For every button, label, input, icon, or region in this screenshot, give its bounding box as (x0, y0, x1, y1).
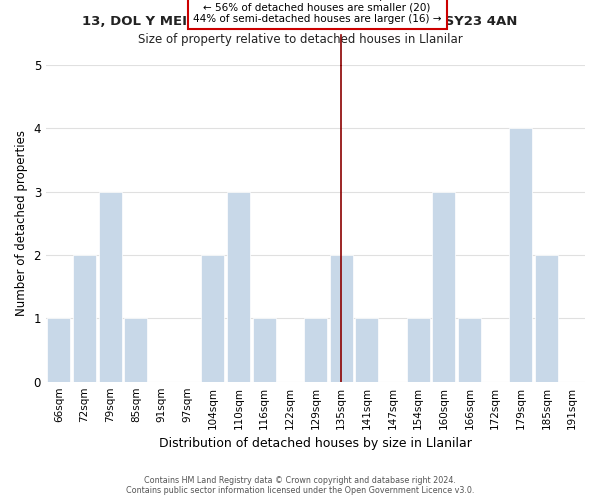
Bar (124, 318, 148, 382)
Bar (329, 255, 353, 382)
Text: 13, DOL Y MEILLION, LLANILAR, ABERYSTWYTH, SY23 4AN: 13, DOL Y MEILLION, LLANILAR, ABERYSTWYT… (82, 15, 518, 28)
Bar (509, 128, 532, 382)
Bar (201, 255, 224, 382)
Text: Size of property relative to detached houses in Llanilar: Size of property relative to detached ho… (137, 32, 463, 46)
Bar (98, 192, 122, 382)
X-axis label: Distribution of detached houses by size in Llanilar: Distribution of detached houses by size … (159, 437, 472, 450)
Bar (227, 192, 250, 382)
Bar (47, 318, 70, 382)
Bar (253, 318, 275, 382)
Bar (304, 318, 327, 382)
Bar (407, 318, 430, 382)
Text: Contains HM Land Registry data © Crown copyright and database right 2024.
Contai: Contains HM Land Registry data © Crown c… (126, 476, 474, 495)
Bar (458, 318, 481, 382)
Y-axis label: Number of detached properties: Number of detached properties (15, 130, 28, 316)
Text: 13 DOL Y MEILLION: 135sqm
← 56% of detached houses are smaller (20)
44% of semi-: 13 DOL Y MEILLION: 135sqm ← 56% of detac… (193, 0, 442, 24)
Bar (432, 192, 455, 382)
Bar (355, 318, 379, 382)
Bar (535, 255, 558, 382)
Bar (73, 255, 96, 382)
